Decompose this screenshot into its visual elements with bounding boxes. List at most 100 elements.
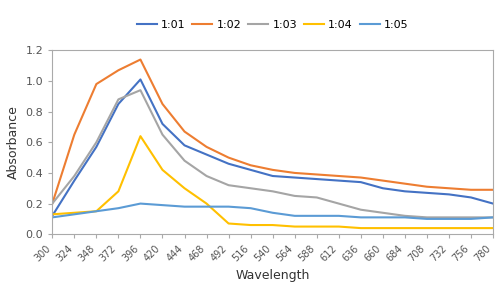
1:04	[270, 223, 276, 227]
1:03	[490, 216, 496, 219]
1:05	[248, 206, 254, 210]
1:05	[380, 216, 386, 219]
1:04	[292, 225, 298, 228]
1:05	[424, 217, 430, 221]
Line: 1:05: 1:05	[52, 203, 493, 219]
1:04	[138, 134, 143, 138]
1:02	[380, 179, 386, 182]
1:03	[446, 216, 452, 219]
1:01	[402, 190, 408, 193]
1:03	[380, 211, 386, 214]
1:05	[336, 214, 342, 218]
1:02	[336, 174, 342, 178]
1:03	[50, 202, 56, 205]
1:01	[358, 180, 364, 184]
1:02	[490, 188, 496, 192]
Line: 1:04: 1:04	[52, 136, 493, 228]
1:04	[72, 211, 78, 214]
1:01	[468, 196, 474, 199]
1:01	[94, 145, 100, 149]
1:01	[446, 193, 452, 196]
1:01	[138, 78, 143, 81]
1:04	[248, 223, 254, 227]
1:02	[50, 202, 56, 205]
1:04	[490, 226, 496, 230]
1:05	[490, 216, 496, 219]
1:01	[380, 186, 386, 190]
1:02	[204, 145, 210, 149]
1:03	[314, 196, 320, 199]
1:04	[336, 225, 342, 228]
1:05	[94, 210, 100, 213]
1:05	[116, 206, 121, 210]
1:05	[160, 203, 166, 207]
Y-axis label: Absorbance: Absorbance	[7, 105, 20, 179]
1:02	[248, 164, 254, 167]
1:02	[226, 156, 232, 159]
1:04	[380, 226, 386, 230]
1:01	[336, 179, 342, 182]
1:04	[116, 190, 121, 193]
Line: 1:01: 1:01	[52, 79, 493, 216]
1:03	[116, 98, 121, 101]
X-axis label: Wavelength: Wavelength	[236, 269, 310, 282]
1:03	[160, 133, 166, 136]
1:04	[446, 226, 452, 230]
1:03	[204, 174, 210, 178]
1:02	[402, 182, 408, 186]
1:05	[270, 211, 276, 214]
1:05	[292, 214, 298, 218]
1:03	[248, 186, 254, 190]
1:02	[94, 82, 100, 86]
1:01	[292, 176, 298, 179]
1:01	[204, 153, 210, 156]
1:05	[204, 205, 210, 208]
1:03	[72, 174, 78, 178]
1:05	[446, 217, 452, 221]
1:04	[424, 226, 430, 230]
1:02	[446, 186, 452, 190]
1:03	[94, 140, 100, 144]
1:05	[226, 205, 232, 208]
1:05	[138, 202, 143, 205]
1:02	[468, 188, 474, 192]
1:02	[138, 58, 143, 61]
1:03	[468, 216, 474, 219]
1:01	[116, 102, 121, 106]
1:02	[160, 102, 166, 106]
1:01	[160, 122, 166, 126]
1:05	[72, 213, 78, 216]
1:04	[226, 222, 232, 225]
1:01	[72, 179, 78, 182]
1:02	[358, 176, 364, 179]
1:01	[248, 168, 254, 172]
1:04	[204, 202, 210, 205]
1:02	[116, 68, 121, 72]
1:05	[50, 216, 56, 219]
1:03	[226, 184, 232, 187]
1:04	[94, 210, 100, 213]
1:03	[270, 190, 276, 193]
1:02	[314, 173, 320, 176]
1:04	[468, 226, 474, 230]
1:03	[138, 88, 143, 92]
1:04	[358, 226, 364, 230]
Line: 1:03: 1:03	[52, 90, 493, 217]
1:01	[424, 191, 430, 194]
1:03	[182, 159, 188, 162]
1:05	[358, 216, 364, 219]
1:02	[72, 133, 78, 136]
Line: 1:02: 1:02	[52, 60, 493, 203]
1:03	[358, 208, 364, 212]
1:01	[226, 162, 232, 166]
1:05	[314, 214, 320, 218]
1:02	[292, 171, 298, 175]
1:03	[292, 194, 298, 198]
1:01	[490, 202, 496, 205]
1:02	[270, 168, 276, 172]
1:03	[424, 216, 430, 219]
1:02	[424, 185, 430, 188]
1:04	[182, 186, 188, 190]
1:04	[50, 213, 56, 216]
Legend: 1:01, 1:02, 1:03, 1:04, 1:05: 1:01, 1:02, 1:03, 1:04, 1:05	[132, 15, 413, 34]
